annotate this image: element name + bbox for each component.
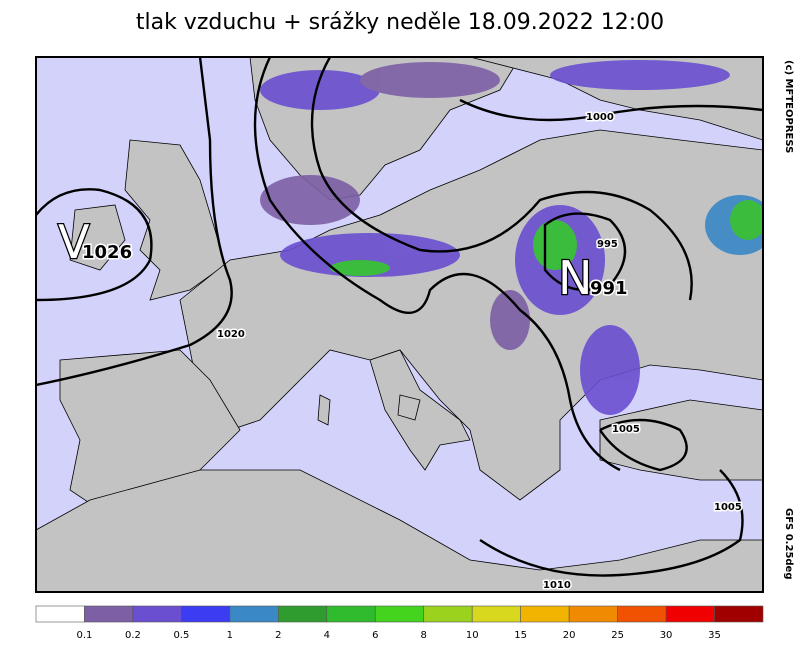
legend-label: 6 (372, 630, 378, 641)
legend-swatch (374, 605, 425, 623)
legend-swatch (181, 605, 231, 623)
legend-swatch (84, 605, 134, 623)
legend-swatch (423, 605, 473, 623)
legend-label: 20 (563, 630, 576, 641)
high-letter: V (58, 215, 90, 269)
legend-label: 4 (324, 630, 330, 641)
legend-swatch (665, 605, 715, 623)
legend-label: 0.5 (173, 630, 189, 641)
legend-label: 1 (227, 630, 233, 641)
legend-swatch (278, 605, 328, 623)
legend-label: 8 (421, 630, 427, 641)
low-value: 991 (590, 278, 628, 299)
legend-label: 0.1 (77, 630, 93, 641)
isobar-label: 995 (597, 239, 618, 250)
legend-label: 25 (611, 630, 624, 641)
legend-swatch (132, 605, 182, 623)
legend-swatch (35, 605, 85, 623)
legend-swatch (714, 605, 764, 623)
legend-label: 10 (466, 630, 479, 641)
model-name: GFS 0.25deg (783, 508, 794, 580)
legend-label: 0.2 (125, 630, 141, 641)
isobar-label: 1005 (714, 502, 742, 513)
legend-swatch (471, 605, 521, 623)
legend-swatch (568, 605, 618, 623)
color-legend: 0.1 0.2 0.5 1 2 4 6 8 10 15 20 25 30 35 (35, 605, 764, 641)
legend-swatch (326, 605, 376, 623)
legend-label: 2 (275, 630, 281, 641)
isobars (36, 57, 763, 577)
map-area (36, 57, 763, 592)
credit: (c) MFTEOPRESS (783, 60, 794, 153)
isobar-label: 1005 (612, 424, 640, 435)
legend-swatch (229, 605, 279, 623)
legend-label: 30 (660, 630, 673, 641)
high-value: 1026 (82, 242, 132, 263)
isobar-label: 1020 (217, 329, 245, 340)
map-title: tlak vzduchu + srážky neděle 18.09.2022 … (136, 10, 664, 35)
isobar-label: 1000 (586, 112, 614, 123)
low-letter: N (558, 251, 592, 305)
map-frame (35, 56, 764, 593)
land (36, 57, 763, 592)
legend-label: 35 (708, 630, 721, 641)
legend-swatch (617, 605, 667, 623)
legend-swatch (520, 605, 570, 623)
legend-label: 15 (514, 630, 527, 641)
isobar-label: 1010 (543, 580, 571, 591)
